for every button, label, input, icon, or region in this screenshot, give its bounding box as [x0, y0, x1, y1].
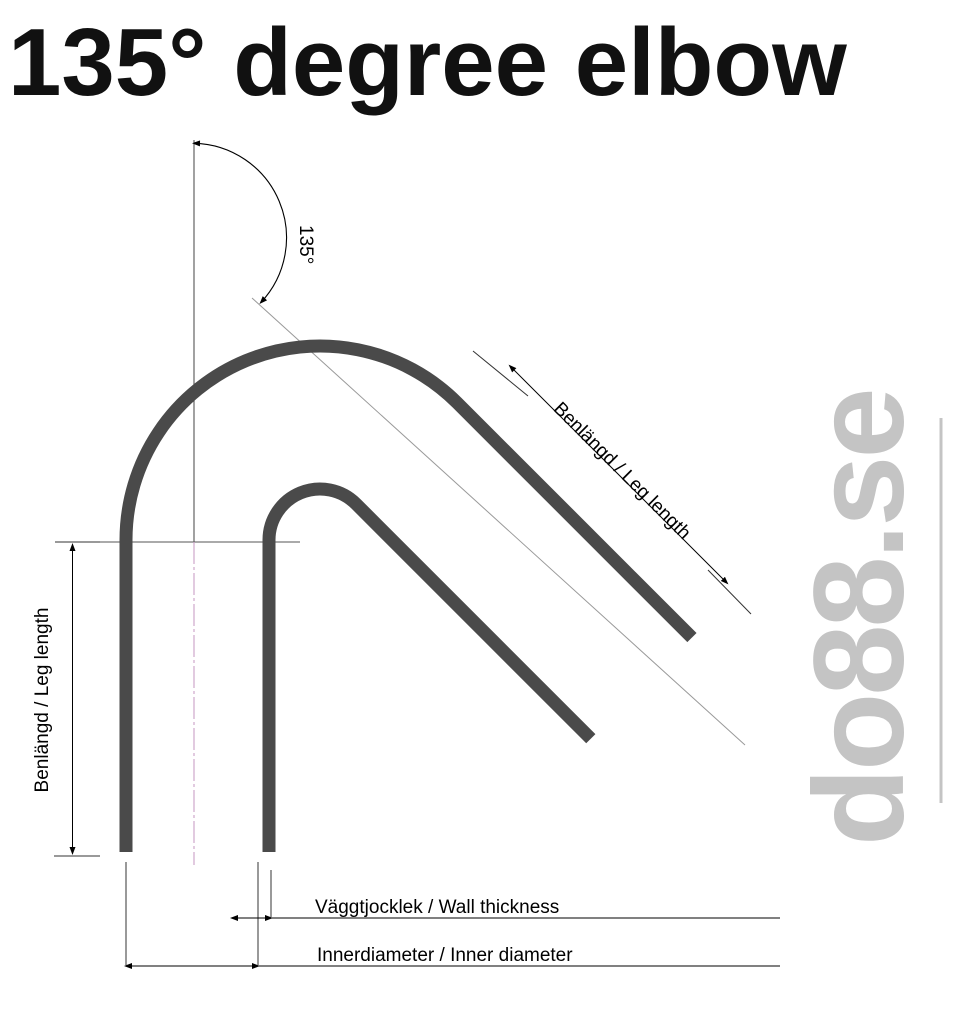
svg-text:Benlängd / Leg length: Benlängd / Leg length: [32, 608, 53, 793]
svg-text:Innerdiameter / Inner diameter: Innerdiameter / Inner diameter: [317, 945, 573, 966]
svg-text:135°: 135°: [295, 225, 316, 264]
svg-text:Väggtjocklek / Wall thickness: Väggtjocklek / Wall thickness: [315, 897, 559, 918]
svg-text:do88.se: do88.se: [788, 390, 931, 846]
